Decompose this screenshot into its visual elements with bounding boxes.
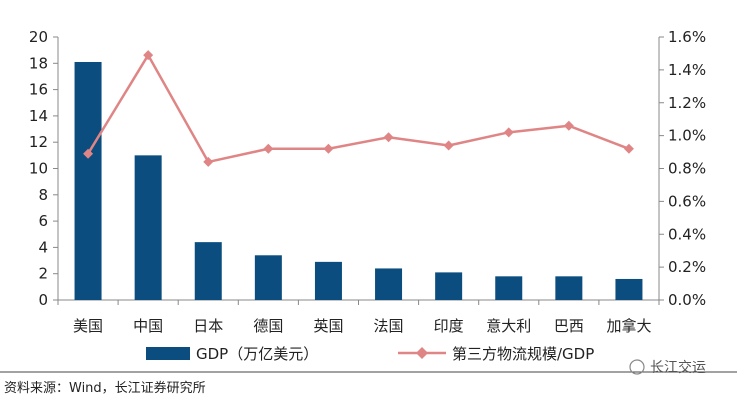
watermark-text: 长江交运 xyxy=(650,359,706,376)
category-label: 日本 xyxy=(193,317,223,335)
logistics-ratio-point xyxy=(323,143,334,154)
category-label: 意大利 xyxy=(486,317,531,335)
category-label: 德国 xyxy=(253,317,283,335)
logistics-ratio-point xyxy=(383,132,394,143)
left-tick-label: 10 xyxy=(29,160,48,178)
category-label: 巴西 xyxy=(554,317,584,335)
category-labels: 美国 中国 日本 德国 英国 法国 印度 意大利 巴西 加拿大 xyxy=(73,317,651,335)
gdp-bar xyxy=(194,242,222,300)
gdp-bar xyxy=(495,276,523,300)
gdp-bar xyxy=(615,278,643,300)
logistics-ratio-point xyxy=(83,148,94,159)
left-tick-label: 12 xyxy=(29,133,48,151)
gdp-bar xyxy=(375,268,403,300)
wechat-icon xyxy=(629,359,645,375)
logistics-ratio-line xyxy=(86,53,630,164)
left-tick-label: 4 xyxy=(38,238,48,256)
gdp-bar xyxy=(134,155,162,300)
right-tick-label: 1.0% xyxy=(668,127,706,145)
legend-bar-swatch xyxy=(146,347,190,360)
bar-series xyxy=(74,61,643,300)
source-note: 资料来源：Wind，长江证券研究所 xyxy=(4,380,206,396)
left-tick-label: 20 xyxy=(29,28,48,46)
legend: GDP（万亿美元） 第三方物流规模/GDP xyxy=(146,345,594,363)
legend-line-marker xyxy=(416,347,428,359)
category-label: 加拿大 xyxy=(606,317,651,335)
category-label: 美国 xyxy=(73,317,103,335)
category-label: 英国 xyxy=(313,317,343,335)
category-label: 中国 xyxy=(133,317,163,335)
gdp-bar xyxy=(74,61,102,300)
left-tick-label: 6 xyxy=(38,212,48,230)
right-tick-label: 0.0% xyxy=(668,291,706,309)
left-tick-label: 16 xyxy=(29,81,48,99)
legend-line-label: 第三方物流规模/GDP xyxy=(452,345,594,363)
right-tick-label: 1.4% xyxy=(668,61,706,79)
watermark: 长江交运 xyxy=(629,359,706,376)
left-tick-label: 2 xyxy=(38,265,48,283)
axes: 0 2 4 6 8 10 12 14 16 18 20 0.0% 0.2% 0.4% 0.6% 0.8% 1.0… xyxy=(29,28,706,309)
left-tick-label: 0 xyxy=(38,291,48,309)
logistics-ratio-point xyxy=(623,143,634,154)
gdp-bar xyxy=(314,261,342,300)
logistics-ratio-point xyxy=(143,50,154,61)
logistics-ratio-point xyxy=(563,120,574,131)
right-tick-label: 1.2% xyxy=(668,94,706,112)
logistics-ratio-point xyxy=(443,140,454,151)
right-tick-label: 0.6% xyxy=(668,192,706,210)
logistics-ratio-point xyxy=(263,143,274,154)
right-tick-label: 0.4% xyxy=(668,225,706,243)
gdp-bar xyxy=(555,276,583,300)
right-tick-label: 1.6% xyxy=(668,28,706,46)
left-tick-label: 8 xyxy=(38,186,48,204)
gdp-bar xyxy=(254,255,282,300)
line-series xyxy=(83,50,634,167)
legend-bar-label: GDP（万亿美元） xyxy=(196,345,318,363)
left-tick-label: 18 xyxy=(29,54,48,72)
logistics-ratio-point xyxy=(503,127,514,138)
gdp-bar xyxy=(435,272,463,300)
left-tick-label: 14 xyxy=(29,107,48,125)
category-label: 法国 xyxy=(374,317,404,335)
category-label: 印度 xyxy=(434,317,464,335)
right-tick-label: 0.2% xyxy=(668,258,706,276)
logistics-ratio-point xyxy=(203,156,214,167)
right-tick-label: 0.8% xyxy=(668,160,706,178)
